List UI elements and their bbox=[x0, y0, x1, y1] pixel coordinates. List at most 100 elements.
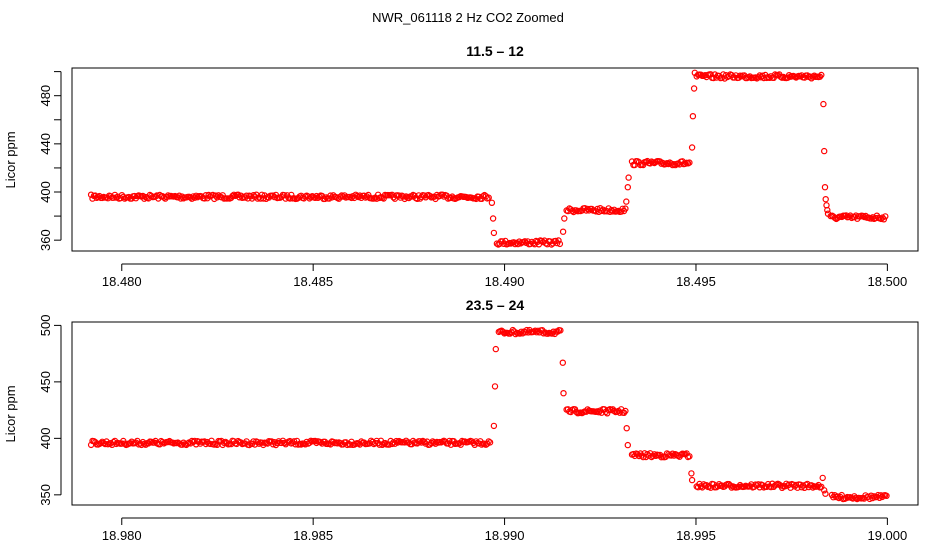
panel-title-bottom: 23.5 – 24 bbox=[466, 297, 525, 313]
data-point-top bbox=[488, 199, 496, 206]
data-point-top bbox=[868, 215, 875, 222]
data-point-bottom bbox=[499, 328, 507, 335]
data-point-bottom bbox=[634, 451, 641, 458]
data-point-top bbox=[250, 191, 257, 199]
data-point-bottom bbox=[819, 474, 826, 482]
data-point-bottom bbox=[785, 481, 793, 488]
y-axis-top: 360 400 440 480 bbox=[38, 71, 62, 251]
data-point-bottom bbox=[317, 439, 324, 446]
y-tick-label-top: 440 bbox=[38, 133, 53, 155]
data-point-top bbox=[625, 174, 632, 181]
figure-title: NWR_061118 2 Hz CO2 Zoomed bbox=[372, 10, 564, 25]
data-point-top bbox=[816, 73, 824, 80]
data-point-top bbox=[485, 194, 492, 201]
data-point-top bbox=[201, 195, 208, 202]
data-point-bottom bbox=[883, 492, 890, 499]
data-point-top bbox=[623, 198, 630, 205]
data-point-top bbox=[818, 71, 825, 79]
data-point-top bbox=[555, 237, 562, 244]
data-point-top bbox=[686, 159, 693, 166]
data-point-bottom bbox=[376, 441, 383, 448]
panel-title-top: 11.5 – 12 bbox=[466, 43, 524, 59]
data-point-top bbox=[690, 85, 698, 92]
data-point-bottom bbox=[254, 439, 261, 446]
y-axis-label-bottom: Licor ppm bbox=[3, 385, 18, 442]
x-tick-label-top: 18.490 bbox=[485, 274, 525, 289]
x-axis-top: 18.480 18.485 18.490 18.495 18.500 bbox=[102, 263, 907, 289]
data-point-bottom bbox=[490, 422, 498, 430]
y-tick-label-top: 400 bbox=[38, 181, 53, 203]
y-tick-label-top: 480 bbox=[38, 85, 53, 107]
data-point-top bbox=[822, 195, 829, 203]
data-point-bottom bbox=[491, 383, 499, 390]
data-point-bottom bbox=[492, 345, 499, 353]
data-point-bottom bbox=[557, 327, 564, 334]
x-tick-label-bottom: 19.000 bbox=[867, 528, 907, 540]
data-point-top bbox=[766, 74, 773, 82]
data-point-bottom bbox=[250, 438, 257, 445]
data-point-bottom bbox=[281, 439, 288, 447]
data-point-top bbox=[229, 192, 236, 200]
data-point-bottom bbox=[393, 437, 400, 445]
y-axis-bottom: 350 400 450 500 bbox=[38, 315, 62, 506]
panel-top: 11.5 – 12 Licor ppm 18.480 18.485 18.490 18… bbox=[3, 43, 919, 289]
plot-frame-bottom bbox=[71, 321, 919, 506]
data-point-top bbox=[355, 193, 362, 201]
y-tick-label-bottom: 450 bbox=[38, 371, 53, 393]
x-tick-label-top: 18.480 bbox=[102, 274, 142, 289]
data-point-bottom bbox=[401, 439, 408, 446]
data-point-bottom bbox=[822, 490, 829, 497]
data-point-bottom bbox=[534, 327, 542, 334]
x-tick-label-bottom: 18.985 bbox=[293, 528, 333, 540]
data-point-top bbox=[311, 194, 319, 201]
y-tick-label-top: 360 bbox=[38, 229, 53, 251]
data-point-bottom bbox=[97, 439, 105, 447]
data-point-bottom bbox=[274, 439, 281, 447]
data-point-bottom bbox=[290, 438, 298, 445]
data-point-top bbox=[490, 229, 498, 237]
data-points-top bbox=[87, 69, 889, 248]
data-point-bottom bbox=[560, 390, 567, 397]
data-point-bottom bbox=[622, 407, 629, 415]
data-point-top bbox=[882, 213, 889, 220]
data-point-bottom bbox=[688, 476, 696, 484]
data-point-top bbox=[821, 183, 829, 191]
y-axis-label-top: Licor ppm bbox=[3, 131, 18, 188]
data-point-bottom bbox=[652, 452, 660, 459]
data-point-bottom bbox=[821, 487, 828, 494]
data-point-bottom bbox=[446, 437, 453, 445]
data-point-bottom bbox=[595, 409, 603, 416]
data-point-bottom bbox=[223, 439, 231, 447]
data-point-bottom bbox=[559, 359, 567, 366]
data-point-bottom bbox=[809, 484, 817, 491]
plot-frame-top bbox=[71, 67, 919, 252]
data-point-top bbox=[258, 191, 266, 198]
data-point-top bbox=[205, 191, 212, 199]
x-tick-label-top: 18.495 bbox=[676, 274, 716, 289]
data-point-top bbox=[824, 206, 831, 214]
data-point-bottom bbox=[388, 440, 396, 448]
data-point-top bbox=[688, 144, 696, 151]
data-point-top bbox=[584, 205, 591, 213]
data-point-top bbox=[489, 215, 497, 222]
panel-bottom: 23.5 – 24 Licor ppm 18.980 18.985 18.990 18… bbox=[3, 297, 919, 540]
data-point-top bbox=[691, 69, 699, 77]
data-point-top bbox=[624, 183, 632, 191]
y-tick-label-bottom: 400 bbox=[38, 428, 53, 450]
data-point-top bbox=[820, 100, 827, 108]
data-point-bottom bbox=[688, 470, 695, 477]
y-tick-label-bottom: 500 bbox=[38, 315, 53, 337]
data-point-bottom bbox=[686, 453, 693, 460]
data-point-top bbox=[559, 228, 567, 235]
data-point-top bbox=[321, 195, 329, 203]
data-point-top bbox=[141, 195, 148, 202]
data-point-top bbox=[521, 238, 529, 245]
data-point-top bbox=[824, 210, 832, 217]
data-point-top bbox=[689, 112, 697, 120]
data-point-bottom bbox=[644, 451, 651, 458]
data-point-bottom bbox=[518, 328, 525, 335]
data-point-bottom bbox=[512, 330, 519, 338]
data-points-bottom bbox=[87, 326, 890, 503]
x-tick-label-bottom: 18.990 bbox=[485, 528, 525, 540]
data-point-bottom bbox=[640, 453, 647, 461]
